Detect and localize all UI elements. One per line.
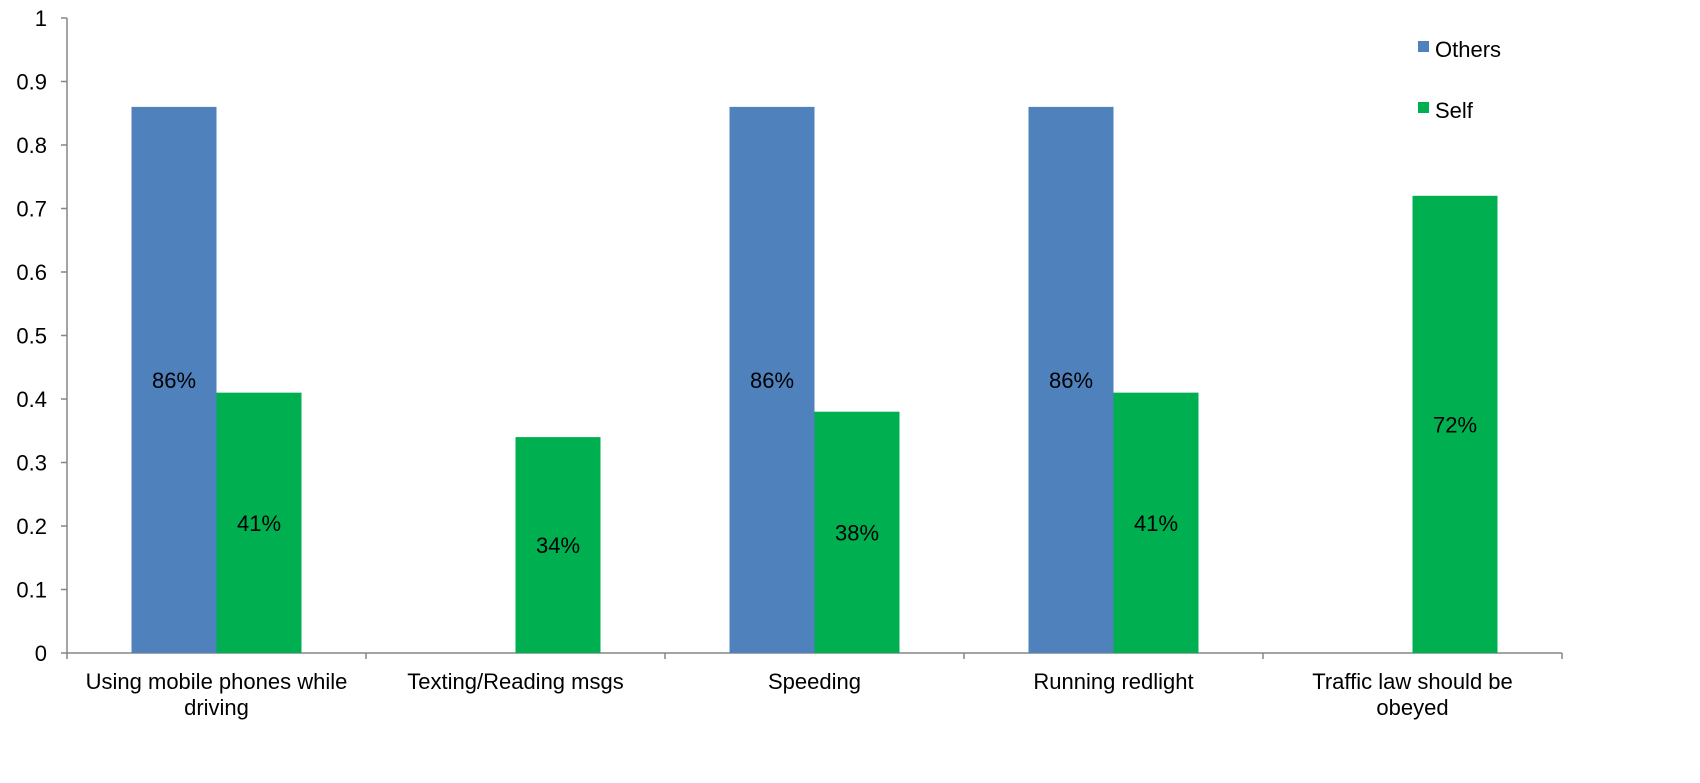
x-category-label-line: Texting/Reading msgs <box>407 669 623 694</box>
data-label-others: 86% <box>152 368 196 393</box>
data-label-self: 38% <box>835 520 879 545</box>
y-tick-label: 0.4 <box>16 387 47 412</box>
y-tick-label: 0 <box>35 641 47 666</box>
y-tick-label: 0.8 <box>16 133 47 158</box>
x-category-label-line: Using mobile phones while <box>86 669 348 694</box>
data-label-self: 41% <box>1134 511 1178 536</box>
bar-others-0 <box>131 106 217 653</box>
x-category-label: Speeding <box>768 669 861 694</box>
y-tick-label: 0.7 <box>16 197 47 222</box>
legend-label-others: Others <box>1435 37 1501 62</box>
data-label-self: 72% <box>1433 412 1477 437</box>
y-tick-label: 0.3 <box>16 451 47 476</box>
bar-self-2 <box>814 411 900 653</box>
bar-self-1 <box>515 437 601 653</box>
legend-label-self: Self <box>1435 98 1474 123</box>
data-label-others: 86% <box>750 368 794 393</box>
x-category-label-line: Speeding <box>768 669 861 694</box>
x-category-label: Running redlight <box>1033 669 1193 694</box>
bar-self-3 <box>1113 392 1199 653</box>
bar-self-4 <box>1412 195 1498 654</box>
x-category-label: Texting/Reading msgs <box>407 669 623 694</box>
y-tick-label: 0.1 <box>16 578 47 603</box>
x-category-label-line: Traffic law should be <box>1312 669 1513 694</box>
x-category-label-line: obeyed <box>1376 695 1448 720</box>
y-tick-label: 1 <box>35 6 47 31</box>
x-category-label-line: Running redlight <box>1033 669 1193 694</box>
y-tick-label: 0.5 <box>16 324 47 349</box>
legend-swatch-self <box>1418 102 1429 113</box>
data-label-others: 86% <box>1049 368 1093 393</box>
x-category-label-line: driving <box>184 695 249 720</box>
x-category-label: Traffic law should be obeyed <box>1312 669 1513 720</box>
bar-self-0 <box>216 392 302 653</box>
data-label-self: 34% <box>536 533 580 558</box>
y-tick-label: 0.6 <box>16 260 47 285</box>
data-label-self: 41% <box>237 511 281 536</box>
legend-swatch-others <box>1418 41 1429 52</box>
legend: Others Self <box>1418 37 1501 123</box>
bar-others-3 <box>1028 106 1114 653</box>
x-axis: Using mobile phones while driving Texting/… <box>66 652 1563 720</box>
data-labels: 86% 86% 86% 41% 34% 38% 41% 72% <box>152 368 1477 558</box>
x-category-label: Using mobile phones while driving <box>86 669 348 720</box>
bar-others-2 <box>729 106 815 653</box>
y-tick-label: 0.9 <box>16 70 47 95</box>
y-tick-label: 0.2 <box>16 514 47 539</box>
y-axis: 0 0.1 0.2 0.3 0.4 0.5 0.6 0.7 0.8 0.9 1 <box>16 6 68 666</box>
bars <box>131 106 1498 654</box>
